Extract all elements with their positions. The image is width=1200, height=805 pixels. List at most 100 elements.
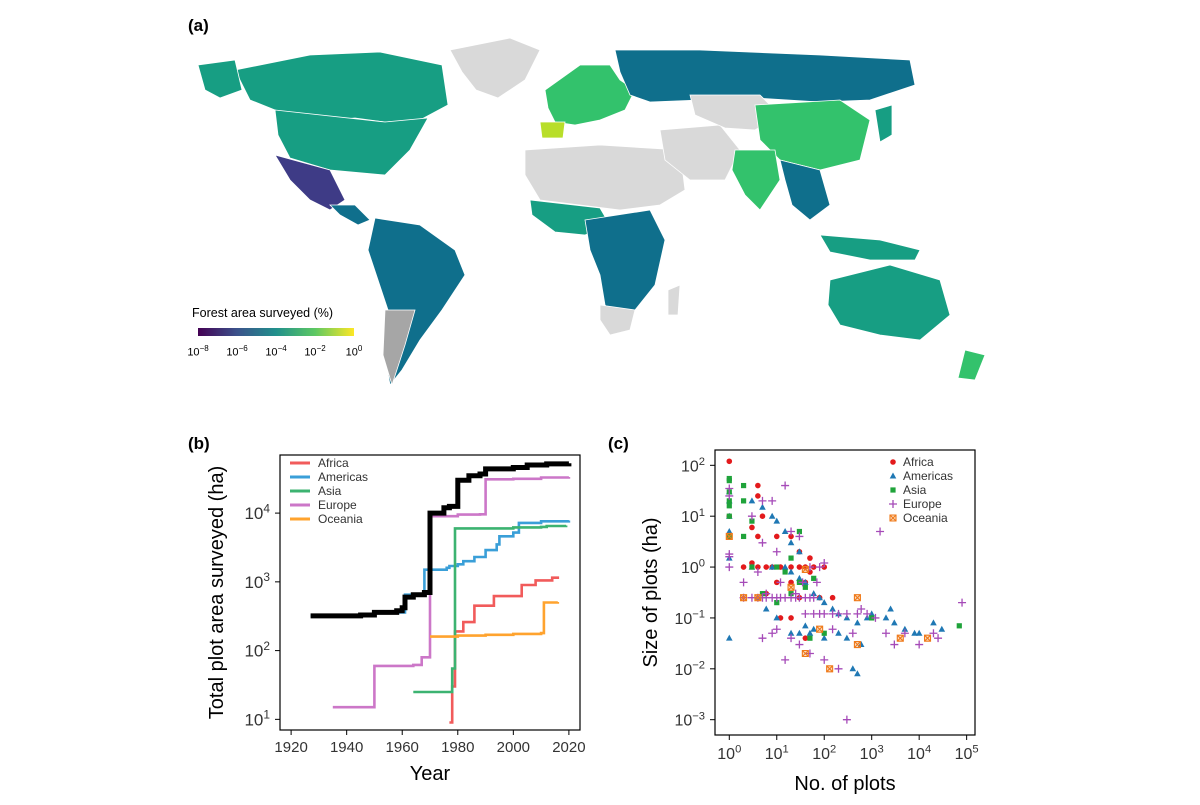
series-line-africa xyxy=(449,576,560,724)
scatter-point-asia xyxy=(821,630,827,636)
scatter-point-africa xyxy=(763,564,770,570)
scatter-point-europe xyxy=(876,527,885,536)
colorbar-title: Forest area surveyed (%) xyxy=(192,306,334,320)
legend-label: Americas xyxy=(903,469,953,483)
scatter-point-asia xyxy=(749,518,755,524)
x-tick-label: 1920 xyxy=(274,739,307,756)
scatter-point-europe xyxy=(828,625,837,634)
scatter-point-asia xyxy=(740,533,747,540)
x-tick-label: 104 xyxy=(907,744,931,763)
line-chart: 1920 1940 1960 1980 2000 2020 101 102 103 104 Year… xyxy=(206,454,586,785)
y-tick-label: 104 xyxy=(244,501,270,523)
panel-c-chart: (c) 100 101 102 103 104 105 10−3 10−2 10−1 100 101… xyxy=(600,430,1020,800)
map-region-indonesia xyxy=(819,234,921,261)
scatter-point-europe xyxy=(820,655,829,664)
scatter-point-americas xyxy=(891,619,898,626)
legend-marker xyxy=(889,472,897,479)
scatter-point-americas xyxy=(725,528,733,535)
scatter-point-americas xyxy=(796,548,803,555)
scatter-point-africa xyxy=(755,493,761,499)
series-line-total xyxy=(310,461,572,619)
legend-label: Europe xyxy=(903,497,942,511)
scatter-point-africa xyxy=(749,560,755,566)
legend-label: Africa xyxy=(318,456,349,470)
scatter-point-europe xyxy=(857,604,866,613)
scatter-point-americas xyxy=(915,629,923,636)
scatter-point-europe xyxy=(815,563,824,572)
scatter-point-americas xyxy=(820,599,828,606)
scatter-point-europe xyxy=(820,559,829,568)
scatter-point-africa xyxy=(788,564,794,570)
y-tick-label: 103 xyxy=(244,570,270,592)
y-tick-label: 101 xyxy=(244,708,270,730)
scatter-point-americas xyxy=(802,622,809,629)
scatter-point-americas xyxy=(787,629,795,636)
scatter-point-americas xyxy=(901,625,909,632)
world-map xyxy=(197,37,986,387)
map-region-mexico xyxy=(274,154,346,211)
map-region-new-zealand xyxy=(957,349,986,381)
scatter-point-americas xyxy=(854,619,861,626)
x-tick-label: 102 xyxy=(812,744,836,763)
map-region-china xyxy=(754,99,871,171)
scatter-point-asia xyxy=(774,600,780,606)
scatter-point-europe xyxy=(915,640,924,649)
scatter-point-africa xyxy=(802,635,809,641)
map-region-north-africa xyxy=(524,144,686,211)
scatter-point-europe xyxy=(853,609,862,618)
y-axis-title: Total plot area surveyed (ha) xyxy=(206,466,228,719)
scatter-point-europe xyxy=(787,634,796,643)
scatter-point-americas xyxy=(748,497,756,504)
scatter-point-europe xyxy=(768,496,777,505)
scatter-point-africa xyxy=(759,513,766,519)
legend-marker xyxy=(890,487,896,493)
scatter-point-europe xyxy=(781,481,790,490)
scatter-point-europe xyxy=(725,552,734,561)
x-tick-label: 1980 xyxy=(441,739,474,756)
scatter-point-africa xyxy=(749,524,755,531)
scatter-point-europe xyxy=(787,527,796,536)
scatter-point-europe xyxy=(747,512,756,521)
series-line-oceania xyxy=(430,601,560,638)
map-region-japan xyxy=(874,104,893,143)
scatter-point-europe xyxy=(725,484,734,493)
y-tick-label: 10−2 xyxy=(674,659,705,678)
scatter-point-asia xyxy=(740,498,747,504)
scatter-point-europe xyxy=(725,563,734,572)
scatter-point-europe xyxy=(929,629,938,638)
colorbar-legend: Forest area surveyed (%) 10−8 10−6 10−4 10−… xyxy=(180,306,365,376)
x-tick-label: 1960 xyxy=(386,739,419,756)
scatter-point-europe xyxy=(809,593,818,602)
scatter-point-europe xyxy=(725,491,734,500)
scatter-point-europe xyxy=(772,625,781,634)
colorbar-tick-label: 10−2 xyxy=(304,344,326,359)
scatter-point-europe xyxy=(791,589,800,598)
scatter-point-europe xyxy=(848,629,857,638)
scatter-point-europe xyxy=(758,634,767,643)
scatter-point-americas xyxy=(854,670,861,677)
legend-label: Americas xyxy=(318,470,368,484)
scatter-chart: 100 101 102 103 104 105 10−3 10−2 10−1 100 101 102 N… xyxy=(640,449,979,795)
scatter-point-asia xyxy=(740,482,747,489)
colorbar-tick-label: 10−6 xyxy=(226,344,248,359)
series-line-americas xyxy=(310,520,571,618)
scatter-point-europe xyxy=(863,609,872,618)
scatter-point-africa xyxy=(740,564,747,570)
scatter-point-africa xyxy=(821,564,828,570)
scatter-point-africa xyxy=(807,555,813,561)
scatter-point-europe xyxy=(795,532,804,541)
legend-marker xyxy=(889,500,897,508)
scatter-point-europe xyxy=(842,715,851,724)
map-region-russia xyxy=(614,49,916,103)
scatter-point-asia xyxy=(807,635,813,641)
scatter-point-europe xyxy=(834,664,843,673)
scatter-point-europe xyxy=(739,578,748,587)
map-region-central-africa xyxy=(584,209,666,321)
scatter-point-europe xyxy=(881,629,890,638)
scatter-point-oceania xyxy=(725,532,733,540)
scatter-point-oceania xyxy=(801,649,809,658)
colorbar-gradient xyxy=(198,328,354,336)
scatter-point-asia xyxy=(726,498,732,504)
scatter-point-asia xyxy=(726,478,732,484)
scatter-point-europe xyxy=(772,547,781,556)
